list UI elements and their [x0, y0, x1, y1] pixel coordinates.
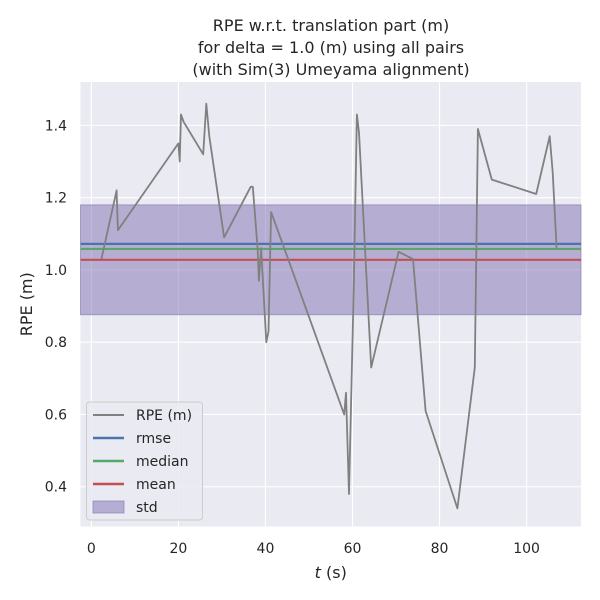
legend-label-std: std	[136, 500, 158, 516]
chart-title-line-2: for delta = 1.0 (m) using all pairs	[198, 38, 464, 57]
x-tick-label-1: 20	[170, 541, 188, 557]
chart-title: RPE w.r.t. translation part (m) for delt…	[192, 16, 469, 79]
legend-label-mean: mean	[136, 477, 176, 493]
x-axis-ticks: 0 20 40 60 80 100	[87, 541, 540, 557]
x-axis-label-unit: (s)	[321, 563, 347, 582]
chart-title-line-1: RPE w.r.t. translation part (m)	[213, 16, 449, 35]
x-tick-label-0: 0	[87, 541, 96, 557]
y-tick-label-0: 0.4	[45, 480, 67, 496]
x-tick-label-3: 60	[344, 541, 362, 557]
legend-label-median: median	[136, 454, 188, 470]
y-axis-ticks: 0.4 0.6 0.8 1.0 1.2 1.4	[45, 118, 67, 495]
rpe-series-line	[100, 102, 558, 510]
legend-label-rpe: RPE (m)	[136, 408, 192, 424]
y-tick-label-4: 1.2	[45, 191, 67, 207]
y-tick-label-2: 0.8	[45, 335, 67, 351]
chart-title-line-3: (with Sim(3) Umeyama alignment)	[192, 60, 469, 79]
x-tick-label-2: 40	[257, 541, 275, 557]
x-axis-label-variable: t	[315, 563, 322, 582]
y-axis-label: RPE (m)	[17, 272, 36, 336]
series-layer	[100, 102, 558, 510]
x-tick-label-5: 100	[513, 541, 540, 557]
legend-label-rmse: rmse	[136, 431, 171, 447]
legend-swatch-std	[92, 500, 125, 514]
statistic-lines	[80, 242, 581, 261]
y-tick-label-3: 1.0	[45, 263, 67, 279]
legend: RPE (m) rmse median mean std	[86, 401, 203, 521]
y-tick-label-5: 1.4	[45, 118, 67, 134]
y-tick-label-1: 0.6	[45, 407, 67, 423]
x-axis-label: t (s)	[315, 563, 347, 582]
legend-box	[86, 401, 203, 521]
x-tick-label-4: 80	[431, 541, 449, 557]
